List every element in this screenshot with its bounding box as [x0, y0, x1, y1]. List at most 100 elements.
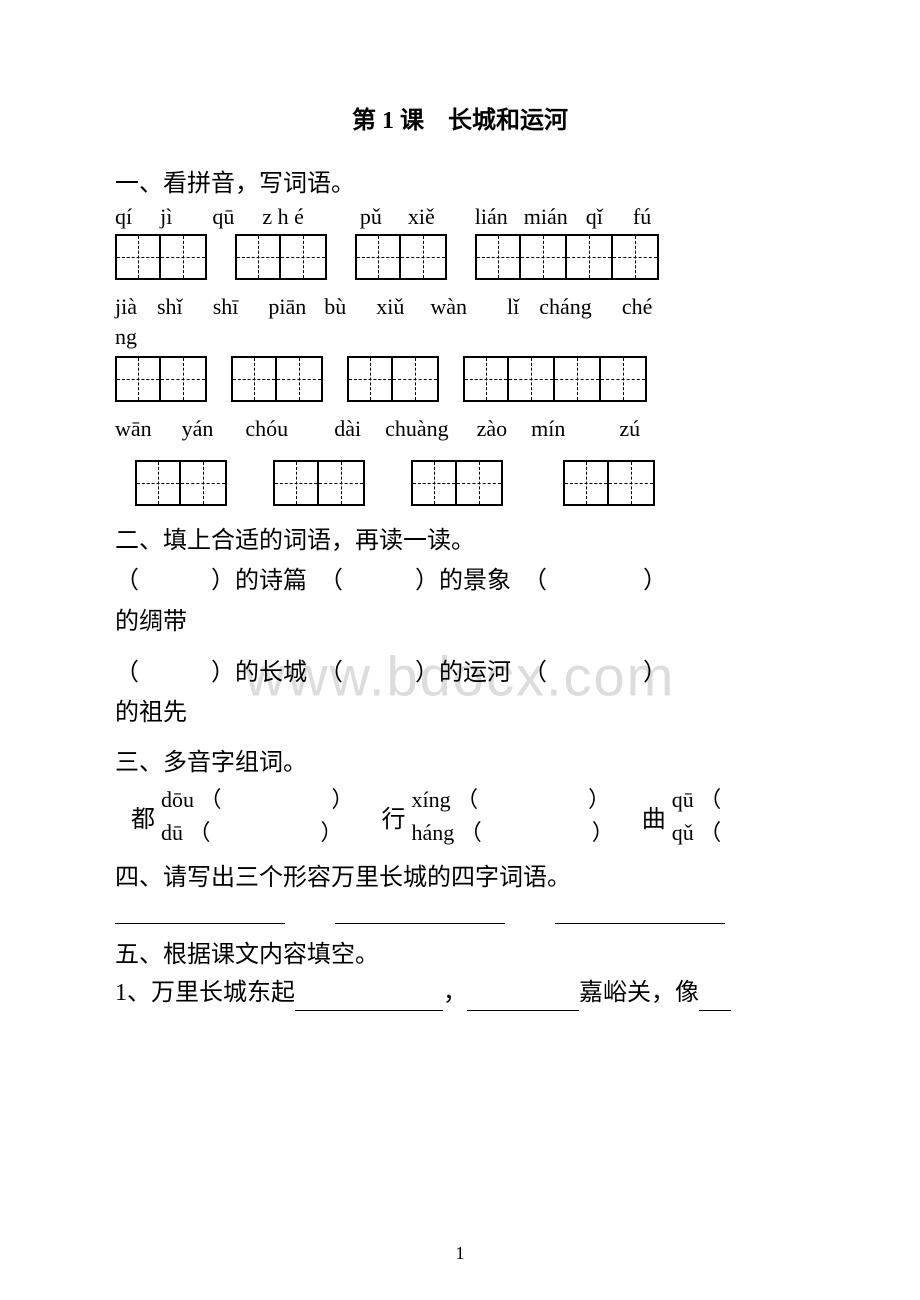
- tian-cell: [281, 234, 327, 280]
- idiom-blank: [115, 898, 285, 924]
- section-3-heading: 三、多音字组词。: [115, 742, 805, 777]
- pinyin-syllable: mín: [531, 416, 565, 442]
- tian-cell: [355, 234, 401, 280]
- pinyin-row-3: wān yán chóu dài chuàng zàomín zú: [115, 416, 805, 442]
- idiom-blank: [555, 898, 725, 924]
- tian-cell: [273, 460, 319, 506]
- tian-group: [347, 356, 439, 402]
- tian-cell: [319, 460, 365, 506]
- idiom-blank: [335, 898, 505, 924]
- pinyin-syllable: z h é: [262, 204, 304, 230]
- section-4-blanks: [115, 898, 805, 924]
- tian-cell: [613, 234, 659, 280]
- tian-group: [475, 234, 659, 280]
- box-row-2: [115, 356, 805, 402]
- pinyin-syllable: qū: [212, 204, 234, 230]
- pinyin-syllable: lǐ: [507, 294, 519, 320]
- duoyinzi-reading: dū （ ）: [161, 816, 354, 849]
- tian-cell: [115, 356, 161, 402]
- section-5-line-1: 1、万里长城东起，嘉峪关，像: [115, 975, 805, 1011]
- pinyin-syllable: cháng: [539, 294, 592, 320]
- tian-cell: [475, 234, 521, 280]
- tian-cell: [521, 234, 567, 280]
- box-row-3: [135, 460, 805, 506]
- tian-cell: [555, 356, 601, 402]
- pinyin-syllable: lián: [475, 204, 508, 230]
- pinyin-syllable: bù: [324, 294, 346, 320]
- tian-cell: [457, 460, 503, 506]
- duoyinzi-char: 曲: [642, 799, 666, 834]
- pinyin-syllable: yán: [182, 416, 214, 442]
- pinyin-syllable: shǐ: [157, 294, 183, 320]
- pinyin-syllable: zào: [477, 416, 508, 442]
- pinyin-syllable: wàn: [430, 294, 467, 320]
- section-1-heading: 一、看拼音，写词语。: [115, 163, 805, 198]
- tian-cell: [235, 234, 281, 280]
- tian-group: [235, 234, 327, 280]
- tian-cell: [563, 460, 609, 506]
- page-number: 1: [0, 1243, 920, 1264]
- tian-cell: [601, 356, 647, 402]
- pinyin-syllable: ché: [622, 294, 653, 320]
- pinyin-syllable: zú: [619, 416, 640, 442]
- worksheet-content: 第 1 课 长城和运河 一、看拼音，写词语。 qí jì qū z h é pǔxiě l…: [115, 100, 805, 1011]
- tian-cell: [463, 356, 509, 402]
- pinyin-syllable: jià: [115, 294, 137, 320]
- pinyin-row-2: jiàshǐ shī piānbù xiǔwàn lǐcháng ché: [115, 294, 805, 320]
- duoyinzi-reading: qū （: [672, 783, 722, 816]
- pinyin-syllable: wān: [115, 416, 152, 442]
- tian-group: [463, 356, 647, 402]
- tian-group: [411, 460, 503, 506]
- pinyin-syllable: dài: [334, 416, 361, 442]
- pinyin-syllable: qí: [115, 204, 132, 230]
- pinyin-syllable: chóu: [245, 416, 288, 442]
- duoyinzi-reading: háng （ ）: [412, 816, 614, 849]
- section-2-heading: 二、填上合适的词语，再读一读。: [115, 520, 805, 555]
- duoyinzi-reading: xíng （ ）: [412, 783, 614, 816]
- section-2-line-4: 的祖先: [115, 693, 805, 734]
- duoyinzi-reading: qǔ （: [672, 816, 722, 849]
- section-2-line-2: 的绸带: [115, 602, 805, 643]
- tian-cell: [393, 356, 439, 402]
- tian-cell: [567, 234, 613, 280]
- tian-group: [115, 234, 207, 280]
- pinyin-syllable: chuàng: [385, 416, 449, 442]
- tian-cell: [231, 356, 277, 402]
- tian-cell: [135, 460, 181, 506]
- duoyinzi-reading: dōu （ ）: [161, 783, 354, 816]
- tian-cell: [181, 460, 227, 506]
- tian-group: [563, 460, 655, 506]
- duoyinzi-char: 都: [131, 799, 155, 834]
- tian-cell: [401, 234, 447, 280]
- duoyinzi-char: 行: [382, 799, 406, 834]
- tian-group: [115, 356, 207, 402]
- lesson-title: 第 1 课 长城和运河: [115, 100, 805, 135]
- section-2-line-1: （ ）的诗篇 （ ）的景象 （ ）: [115, 561, 805, 602]
- pinyin-syllable: qǐ: [586, 204, 603, 230]
- tian-cell: [115, 234, 161, 280]
- section-4-heading: 四、请写出三个形容万里长城的四字词语。: [115, 857, 805, 892]
- pinyin-syllable: xiě: [408, 204, 435, 230]
- pinyin-syllable: shī: [213, 294, 239, 320]
- pinyin-syllable: jì: [160, 204, 172, 230]
- tian-cell: [161, 234, 207, 280]
- tian-cell: [411, 460, 457, 506]
- duoyinzi-row: 都dōu （ ）dū （ ） 行xíng （ ）háng （ ） 曲qū （qǔ （: [115, 783, 805, 849]
- tian-group: [231, 356, 323, 402]
- pinyin-row-1: qí jì qū z h é pǔxiě lián miánqǐ fú: [115, 204, 805, 230]
- pinyin-syllable: piān: [268, 294, 306, 320]
- tian-group: [273, 460, 365, 506]
- pinyin-syllable: mián: [524, 204, 568, 230]
- pinyin-syllable: xiǔ: [376, 294, 404, 320]
- box-row-1: [115, 234, 805, 280]
- pinyin-row-2-trailing: ng: [115, 324, 805, 350]
- tian-cell: [277, 356, 323, 402]
- tian-cell: [161, 356, 207, 402]
- tian-cell: [609, 460, 655, 506]
- pinyin-syllable: pǔ: [360, 204, 382, 230]
- section-2-line-3: （ ）的长城 （ ）的运河 （ ）: [115, 653, 805, 694]
- pinyin-syllable: fú: [633, 204, 651, 230]
- tian-group: [355, 234, 447, 280]
- tian-cell: [509, 356, 555, 402]
- tian-group: [135, 460, 227, 506]
